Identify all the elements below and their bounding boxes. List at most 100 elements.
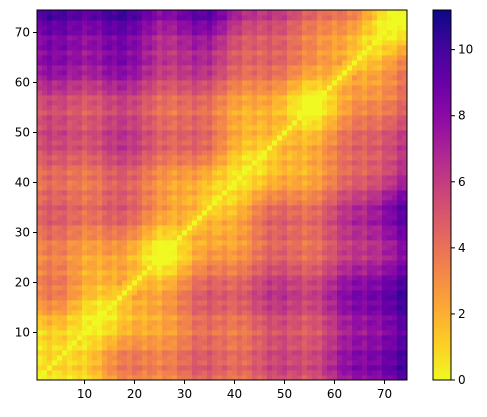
- heatmap-cell: [372, 230, 378, 236]
- heatmap-cell: [402, 310, 408, 316]
- heatmap-cell: [92, 270, 98, 276]
- heatmap-cell: [382, 175, 388, 181]
- heatmap-cell: [257, 175, 263, 181]
- heatmap-cell: [252, 305, 258, 311]
- heatmap-cell: [102, 205, 108, 211]
- heatmap-cell: [37, 100, 43, 106]
- heatmap-cell: [212, 265, 218, 271]
- heatmap-cell: [182, 355, 188, 361]
- heatmap-cell: [392, 245, 398, 251]
- heatmap-cell: [87, 205, 93, 211]
- heatmap-cell: [302, 150, 308, 156]
- heatmap-cell: [217, 280, 223, 286]
- heatmap-cell: [357, 60, 363, 66]
- heatmap-cell: [387, 190, 393, 196]
- heatmap-cell: [262, 370, 268, 376]
- heatmap-cell: [362, 305, 368, 311]
- heatmap-cell: [37, 340, 43, 346]
- heatmap-cell: [297, 220, 303, 226]
- heatmap-cell: [197, 155, 203, 161]
- heatmap-cell: [42, 165, 48, 171]
- heatmap-cell: [297, 205, 303, 211]
- heatmap-cell: [277, 340, 283, 346]
- heatmap-cell: [327, 165, 333, 171]
- heatmap-cell: [347, 200, 353, 206]
- heatmap-cell: [262, 200, 268, 206]
- heatmap-cell: [222, 285, 228, 291]
- heatmap-cell: [92, 120, 98, 126]
- heatmap-cell: [367, 215, 373, 221]
- heatmap-cell: [72, 110, 78, 116]
- heatmap-cell: [372, 170, 378, 176]
- heatmap-cell: [272, 350, 278, 356]
- heatmap-cell: [187, 215, 193, 221]
- heatmap-cell: [152, 300, 158, 306]
- heatmap-cell: [307, 180, 313, 186]
- heatmap-cell: [227, 75, 233, 81]
- heatmap-cell: [142, 105, 148, 111]
- heatmap-cell: [52, 240, 58, 246]
- heatmap-cell: [162, 375, 168, 381]
- heatmap-cell: [137, 260, 143, 266]
- heatmap-cell: [62, 275, 68, 281]
- heatmap-cell: [172, 340, 178, 346]
- heatmap-cell: [147, 265, 153, 271]
- heatmap-cell: [352, 305, 358, 311]
- heatmap-cell: [47, 230, 53, 236]
- heatmap-cell: [202, 270, 208, 276]
- heatmap-cell: [272, 145, 278, 151]
- heatmap-cell: [212, 370, 218, 376]
- heatmap-cell: [122, 165, 128, 171]
- heatmap-cell: [372, 305, 378, 311]
- heatmap-cell: [137, 90, 143, 96]
- heatmap-cell: [377, 370, 383, 376]
- heatmap-cell: [177, 125, 183, 131]
- heatmap-cell: [67, 255, 73, 261]
- heatmap-cell: [252, 90, 258, 96]
- heatmap-cell: [372, 60, 378, 66]
- heatmap-cell: [182, 80, 188, 86]
- heatmap-cell: [257, 170, 263, 176]
- heatmap-cell: [112, 280, 118, 286]
- heatmap-cell: [357, 200, 363, 206]
- heatmap-cell: [337, 230, 343, 236]
- heatmap-cell: [362, 300, 368, 306]
- heatmap-cell: [87, 330, 93, 336]
- heatmap-cell: [117, 190, 123, 196]
- heatmap-cell: [52, 195, 58, 201]
- heatmap-cell: [362, 250, 368, 256]
- heatmap-cell: [352, 125, 358, 131]
- heatmap-cell: [42, 330, 48, 336]
- heatmap-cell: [37, 320, 43, 326]
- heatmap-cell: [357, 275, 363, 281]
- heatmap-cell: [142, 260, 148, 266]
- heatmap-cell: [97, 370, 103, 376]
- heatmap-cell: [207, 315, 213, 321]
- heatmap-cell: [62, 60, 68, 66]
- heatmap-cell: [277, 265, 283, 271]
- heatmap-cell: [297, 60, 303, 66]
- heatmap-cell: [232, 195, 238, 201]
- heatmap-cell: [37, 270, 43, 276]
- heatmap-cell: [332, 130, 338, 136]
- heatmap-cell: [262, 145, 268, 151]
- heatmap-cell: [377, 65, 383, 71]
- heatmap-cell: [287, 240, 293, 246]
- heatmap-cell: [282, 175, 288, 181]
- heatmap-cell: [172, 355, 178, 361]
- heatmap-cell: [297, 55, 303, 61]
- heatmap-cell: [172, 195, 178, 201]
- heatmap-cell: [312, 60, 318, 66]
- heatmap-cell: [152, 45, 158, 51]
- heatmap-cell: [297, 155, 303, 161]
- heatmap-cell: [342, 305, 348, 311]
- heatmap-cell: [67, 75, 73, 81]
- heatmap-cell: [277, 360, 283, 366]
- heatmap-cell: [207, 115, 213, 121]
- heatmap-cell: [337, 250, 343, 256]
- heatmap-cell: [332, 220, 338, 226]
- heatmap-cell: [312, 85, 318, 91]
- heatmap-cell: [272, 230, 278, 236]
- heatmap-cell: [312, 320, 318, 326]
- heatmap-cell: [167, 100, 173, 106]
